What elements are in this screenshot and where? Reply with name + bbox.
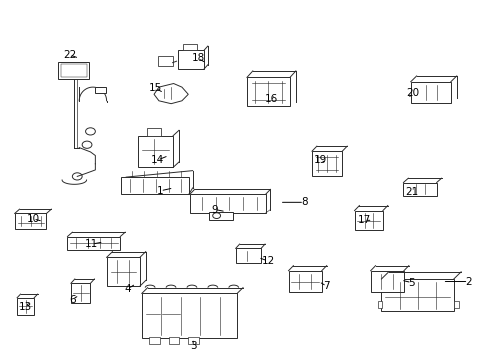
Bar [178, 50, 203, 69]
Text: 12: 12 [261, 256, 274, 266]
Bar [381, 279, 453, 311]
Bar [158, 56, 172, 66]
Text: 3: 3 [189, 341, 196, 351]
Text: 14: 14 [150, 155, 164, 165]
Bar [453, 301, 458, 308]
Text: 21: 21 [404, 186, 418, 197]
Bar [61, 64, 86, 77]
Bar [410, 82, 450, 103]
Bar [58, 62, 89, 79]
Bar [188, 337, 199, 344]
Text: 7: 7 [323, 281, 329, 291]
Text: 10: 10 [27, 214, 40, 224]
Bar [235, 248, 261, 263]
Bar [71, 283, 90, 303]
Bar [95, 87, 106, 93]
Bar [142, 293, 237, 338]
Text: 16: 16 [264, 94, 278, 104]
Bar [168, 337, 179, 344]
Bar [354, 211, 382, 230]
Bar [106, 257, 140, 286]
Text: 18: 18 [191, 53, 204, 63]
Bar [209, 212, 232, 220]
Text: 15: 15 [148, 83, 162, 93]
Bar [189, 194, 265, 213]
Bar [15, 213, 46, 229]
Bar [17, 298, 34, 315]
Text: 17: 17 [357, 215, 370, 225]
Text: 19: 19 [313, 155, 326, 165]
Bar [403, 183, 436, 196]
Text: 4: 4 [124, 284, 131, 294]
Bar [67, 237, 120, 250]
Text: 5: 5 [407, 278, 414, 288]
Text: 8: 8 [300, 197, 307, 207]
Text: 1: 1 [157, 186, 163, 196]
Bar [246, 77, 289, 106]
Bar [311, 151, 342, 176]
Text: 11: 11 [85, 239, 99, 249]
Bar [288, 271, 321, 292]
Bar [149, 337, 160, 344]
Polygon shape [154, 84, 188, 104]
Bar [138, 136, 173, 167]
Bar [146, 128, 161, 136]
Text: 22: 22 [62, 50, 76, 60]
Text: 2: 2 [464, 276, 471, 287]
Bar [121, 177, 188, 194]
Bar [377, 301, 382, 308]
Bar [370, 271, 403, 292]
Bar [183, 44, 197, 50]
Text: 20: 20 [406, 88, 419, 98]
Text: 6: 6 [69, 294, 76, 305]
Text: 9: 9 [211, 204, 218, 215]
Text: 13: 13 [19, 302, 32, 312]
